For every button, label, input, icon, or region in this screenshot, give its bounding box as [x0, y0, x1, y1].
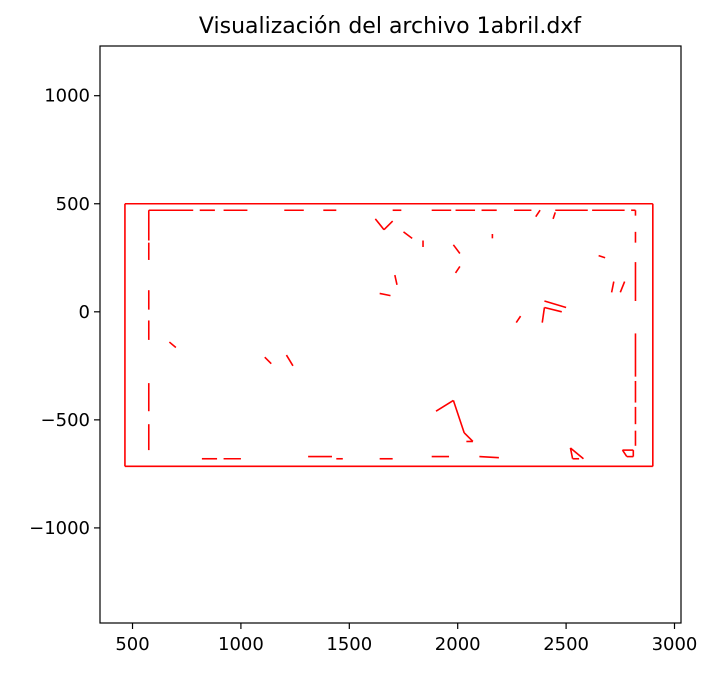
- dxf-line-segment: [452, 244, 461, 254]
- dxf-line-segment: [374, 218, 385, 231]
- dxf-line-segment: [285, 354, 294, 367]
- y-tick-label: 500: [56, 194, 90, 215]
- x-tick-label: 2000: [435, 634, 481, 655]
- dxf-line-segment: [598, 254, 606, 259]
- dxf-line-segment: [394, 274, 398, 285]
- dxf-line-segment: [435, 399, 454, 412]
- dxf-line-segment: [544, 300, 567, 309]
- dxf-line-segment: [621, 449, 628, 458]
- plot-area: [124, 202, 654, 468]
- dxf-line-segment: [454, 265, 461, 274]
- dxf-line-segment: [463, 432, 474, 443]
- plot-frame: [99, 45, 682, 624]
- dxf-line-segment: [552, 212, 557, 220]
- x-tick-label: 1000: [218, 634, 264, 655]
- x-tick-label: 2500: [543, 634, 589, 655]
- dxf-line-segment: [403, 231, 413, 239]
- dxf-line-segment: [610, 281, 615, 293]
- x-tick-label: 3000: [652, 634, 698, 655]
- y-tick-label: 0: [79, 302, 90, 323]
- dxf-line-segment: [452, 400, 465, 434]
- dxf-line-segment: [569, 447, 574, 459]
- y-axis: 1000 500 0 −500 −1000: [29, 86, 100, 539]
- dxf-line-segment: [535, 209, 541, 218]
- x-axis: 500 1000 1500 2000 2500 3000: [115, 623, 697, 655]
- dxf-line-segment: [619, 281, 626, 293]
- dxf-line-segment: [541, 307, 546, 323]
- dxf-line-segment: [515, 315, 522, 324]
- y-tick-label: −500: [41, 410, 90, 431]
- dxf-line-segment: [383, 220, 394, 231]
- dxf-line-segment: [168, 341, 177, 349]
- chart-title: Visualización del archivo 1abril.dxf: [199, 14, 582, 39]
- x-tick-label: 500: [115, 634, 149, 655]
- y-tick-label: 1000: [44, 86, 90, 107]
- dxf-line-segment: [379, 292, 391, 297]
- y-tick-label: −1000: [29, 518, 90, 539]
- x-tick-label: 1500: [326, 634, 372, 655]
- dxf-line-segment: [479, 455, 499, 459]
- dxf-line-segment: [264, 356, 272, 365]
- dxf-line-segment: [544, 306, 562, 313]
- dxf-segments: [124, 202, 654, 468]
- dxf-line-segment: [569, 447, 584, 460]
